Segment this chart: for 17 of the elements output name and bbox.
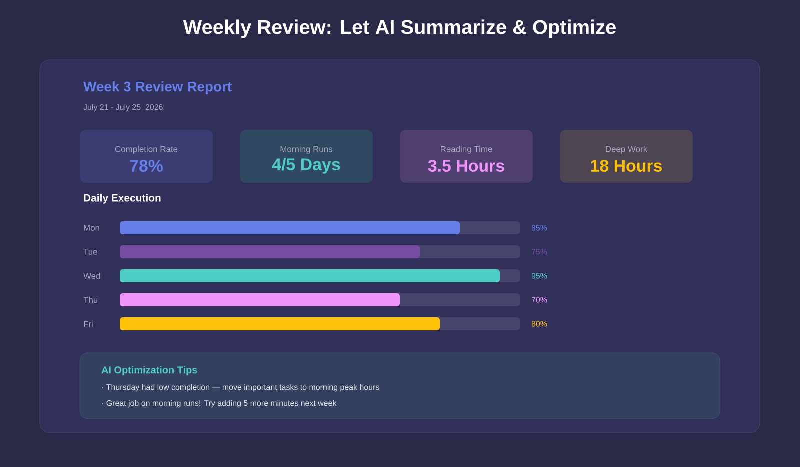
y-tick-label: Fri [84, 320, 93, 328]
y-tick-label: Tue [84, 249, 98, 255]
text: 3.5 Hours [428, 160, 504, 172]
y-tick-label: Mon [84, 225, 100, 231]
text: Daily Execution [84, 194, 161, 204]
chart-subtitle: Week 3 Review Report [84, 81, 232, 94]
text: Completion Rate [115, 146, 178, 154]
y-tick-label: Thu [84, 296, 98, 304]
chart-title: Weekly Review: Let AI Summarize & Optimize [183, 20, 616, 38]
text: Deep Work [606, 146, 648, 154]
y-tick-label: Wed [84, 272, 100, 280]
text: AI Optimization Tips [102, 366, 198, 376]
text: 4/5 Days [272, 158, 340, 174]
text: 18 Hours [591, 160, 662, 172]
text: 78% [130, 160, 163, 172]
text: Morning Runs [280, 146, 333, 154]
text: Reading Time [440, 146, 492, 154]
